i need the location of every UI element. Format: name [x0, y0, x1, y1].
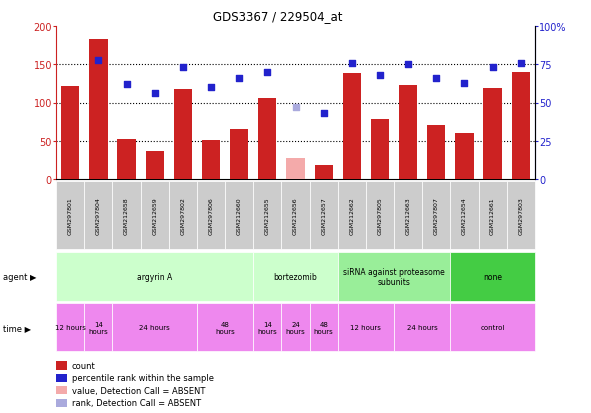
Text: 12 hours: 12 hours: [350, 324, 381, 330]
Text: GSM212656: GSM212656: [293, 197, 298, 235]
Bar: [89, 40, 108, 180]
Bar: [230, 130, 248, 180]
Point: [375, 72, 385, 79]
Text: GSM212655: GSM212655: [265, 197, 270, 235]
Point: [404, 62, 413, 68]
Text: GSM212663: GSM212663: [405, 197, 411, 235]
Text: GSM212658: GSM212658: [124, 197, 129, 235]
Text: 24 hours: 24 hours: [407, 324, 437, 330]
Point: [150, 91, 160, 97]
Bar: [371, 120, 389, 180]
Text: GSM297806: GSM297806: [209, 197, 213, 235]
Point: [178, 65, 187, 71]
Text: bortezomib: bortezomib: [274, 272, 317, 281]
Text: siRNA against proteasome
subunits: siRNA against proteasome subunits: [343, 267, 445, 286]
Text: agent ▶: agent ▶: [3, 272, 37, 281]
Text: GDS3367 / 229504_at: GDS3367 / 229504_at: [213, 10, 343, 23]
Bar: [512, 73, 530, 180]
Bar: [343, 74, 361, 180]
Text: count: count: [72, 361, 95, 370]
Bar: [287, 159, 304, 180]
Point: [291, 104, 300, 111]
Text: time ▶: time ▶: [3, 323, 31, 332]
Text: none: none: [483, 272, 502, 281]
Point: [516, 60, 525, 67]
Point: [262, 69, 272, 76]
Bar: [483, 89, 502, 180]
Text: control: control: [480, 324, 505, 330]
Text: 24
hours: 24 hours: [285, 321, 306, 334]
Bar: [174, 90, 192, 180]
Bar: [61, 86, 79, 180]
Bar: [258, 99, 277, 180]
Text: GSM212661: GSM212661: [490, 197, 495, 235]
Text: GSM212659: GSM212659: [152, 197, 157, 235]
Text: GSM212654: GSM212654: [462, 197, 467, 235]
Point: [319, 111, 329, 117]
Point: [488, 65, 498, 71]
Text: GSM297802: GSM297802: [180, 197, 186, 235]
Text: 48
hours: 48 hours: [314, 321, 333, 334]
Point: [460, 80, 469, 87]
Text: 14
hours: 14 hours: [258, 321, 277, 334]
Point: [93, 57, 103, 64]
Text: 48
hours: 48 hours: [215, 321, 235, 334]
Bar: [145, 152, 164, 180]
Bar: [399, 85, 417, 180]
Text: GSM212657: GSM212657: [321, 197, 326, 235]
Text: GSM212660: GSM212660: [236, 197, 242, 235]
Text: 14
hours: 14 hours: [89, 321, 108, 334]
Point: [235, 76, 244, 82]
Text: GSM297804: GSM297804: [96, 197, 101, 235]
Text: percentile rank within the sample: percentile rank within the sample: [72, 373, 213, 382]
Text: argyrin A: argyrin A: [137, 272, 173, 281]
Text: GSM297803: GSM297803: [518, 197, 523, 235]
Point: [206, 85, 216, 91]
Text: 24 hours: 24 hours: [139, 324, 170, 330]
Text: rank, Detection Call = ABSENT: rank, Detection Call = ABSENT: [72, 398, 200, 407]
Text: GSM297805: GSM297805: [378, 197, 382, 235]
Text: value, Detection Call = ABSENT: value, Detection Call = ABSENT: [72, 386, 205, 395]
Bar: [455, 134, 473, 180]
Text: 12 hours: 12 hours: [55, 324, 86, 330]
Bar: [118, 140, 136, 180]
Point: [122, 82, 131, 88]
Text: GSM212662: GSM212662: [349, 197, 355, 235]
Bar: [202, 141, 220, 180]
Text: GSM297807: GSM297807: [434, 197, 439, 235]
Text: GSM297801: GSM297801: [68, 197, 73, 235]
Point: [431, 76, 441, 82]
Bar: [427, 126, 446, 180]
Bar: [314, 166, 333, 180]
Point: [347, 60, 356, 67]
